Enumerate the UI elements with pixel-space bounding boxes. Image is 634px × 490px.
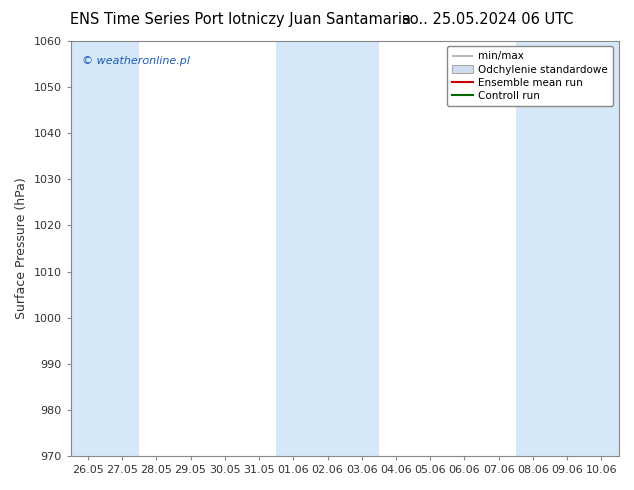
Text: © weatheronline.pl: © weatheronline.pl xyxy=(82,55,190,66)
Bar xyxy=(345,41,379,456)
Y-axis label: Surface Pressure (hPa): Surface Pressure (hPa) xyxy=(15,178,28,319)
Bar xyxy=(585,41,619,456)
Bar xyxy=(516,41,550,456)
Bar xyxy=(105,41,139,456)
Bar xyxy=(276,41,311,456)
Bar xyxy=(550,41,585,456)
Legend: min/max, Odchylenie standardowe, Ensemble mean run, Controll run: min/max, Odchylenie standardowe, Ensembl… xyxy=(447,46,613,106)
Text: so.. 25.05.2024 06 UTC: so.. 25.05.2024 06 UTC xyxy=(403,12,574,27)
Text: ENS Time Series Port lotniczy Juan Santamaria: ENS Time Series Port lotniczy Juan Santa… xyxy=(70,12,411,27)
Bar xyxy=(71,41,105,456)
Bar xyxy=(311,41,345,456)
